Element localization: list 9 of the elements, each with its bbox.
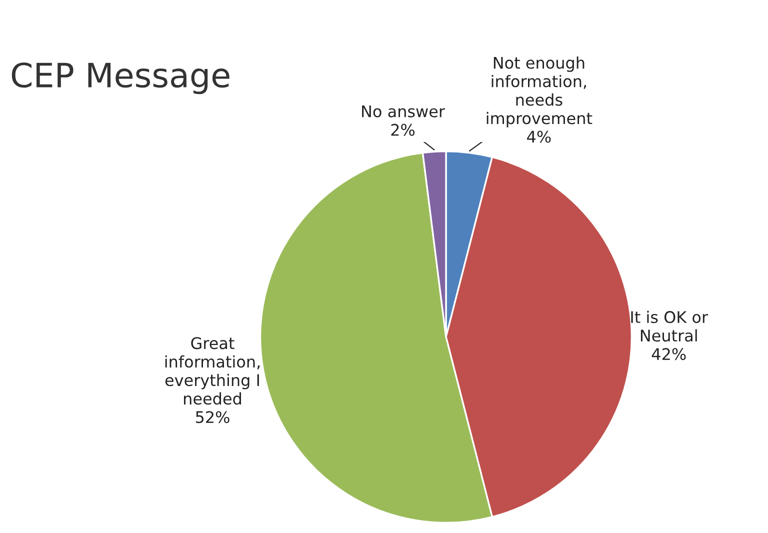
slice-label: No answer bbox=[362, 106, 445, 118]
chart-title: CEP Message bbox=[12, 62, 230, 94]
data-label: 42% bbox=[652, 348, 686, 360]
data-label: 2% bbox=[391, 124, 415, 136]
slice-label: It is OK or Neutral bbox=[631, 310, 708, 342]
slice-label: Not enough information, needs improvement bbox=[486, 56, 592, 128]
slice-label: Great information, everything I needed bbox=[165, 337, 260, 405]
data-label: 52% bbox=[196, 411, 230, 424]
data-label: 4% bbox=[527, 130, 551, 143]
